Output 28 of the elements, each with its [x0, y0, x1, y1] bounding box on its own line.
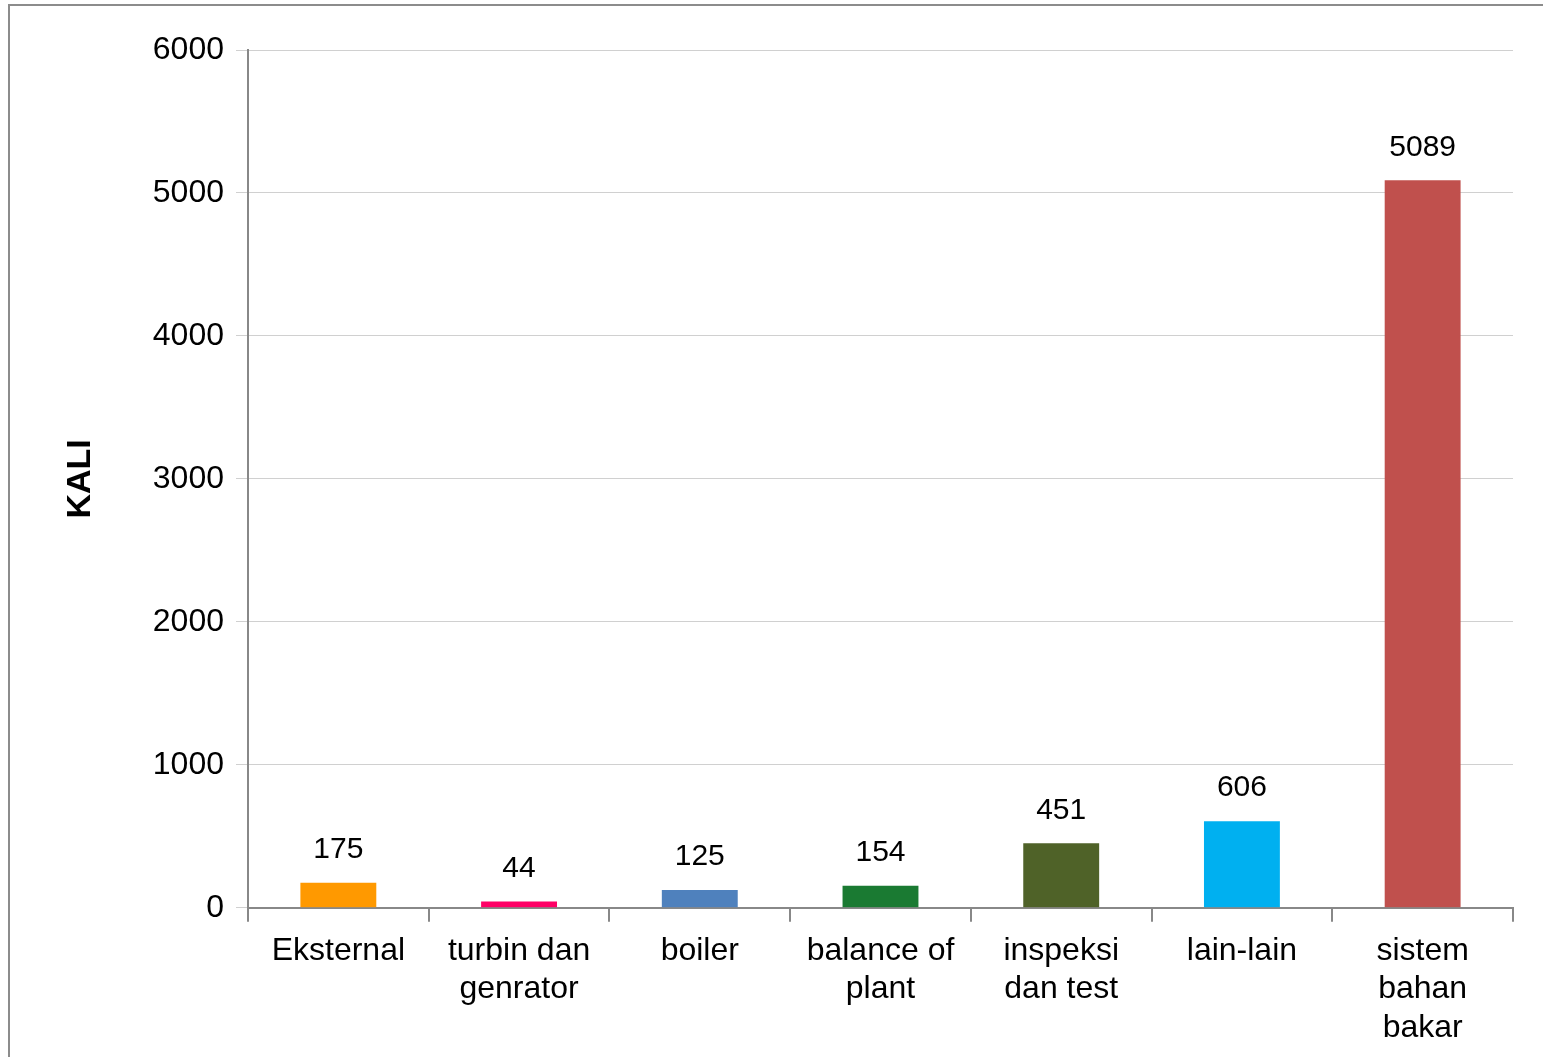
y-tick-label: 5000	[152, 172, 224, 209]
x-tick-label: boiler	[660, 930, 740, 967]
data-label: 154	[855, 834, 906, 868]
x-tick-label: lain-lain	[1186, 930, 1298, 967]
x-tick-label: turbin dan genrator	[447, 930, 591, 1006]
bar	[300, 882, 377, 908]
data-label: 125	[674, 838, 725, 872]
bar	[1023, 843, 1100, 908]
bar	[1384, 180, 1461, 908]
x-tick-label: sistem bahan bakar	[1376, 930, 1469, 1044]
bar	[661, 889, 738, 908]
x-tick-label: inspeksi dan test	[1003, 930, 1120, 1006]
bar	[1203, 821, 1280, 908]
y-tick-label: 6000	[152, 29, 224, 66]
y-tick-label: 3000	[152, 458, 224, 495]
y-tick-label: 2000	[152, 601, 224, 638]
x-tick-label: Eksternal	[271, 930, 406, 967]
data-label: 606	[1216, 769, 1267, 803]
data-label: 175	[313, 831, 364, 865]
data-label: 5089	[1389, 128, 1457, 162]
data-label: 451	[1036, 791, 1087, 825]
data-label: 44	[502, 849, 536, 883]
y-tick-label: 4000	[152, 315, 224, 352]
y-axis-title: KALI	[58, 439, 97, 519]
y-tick-label: 1000	[152, 744, 224, 781]
y-tick-label: 0	[206, 887, 224, 924]
bar	[842, 885, 919, 908]
x-tick-label: balance of plant	[806, 930, 955, 1006]
